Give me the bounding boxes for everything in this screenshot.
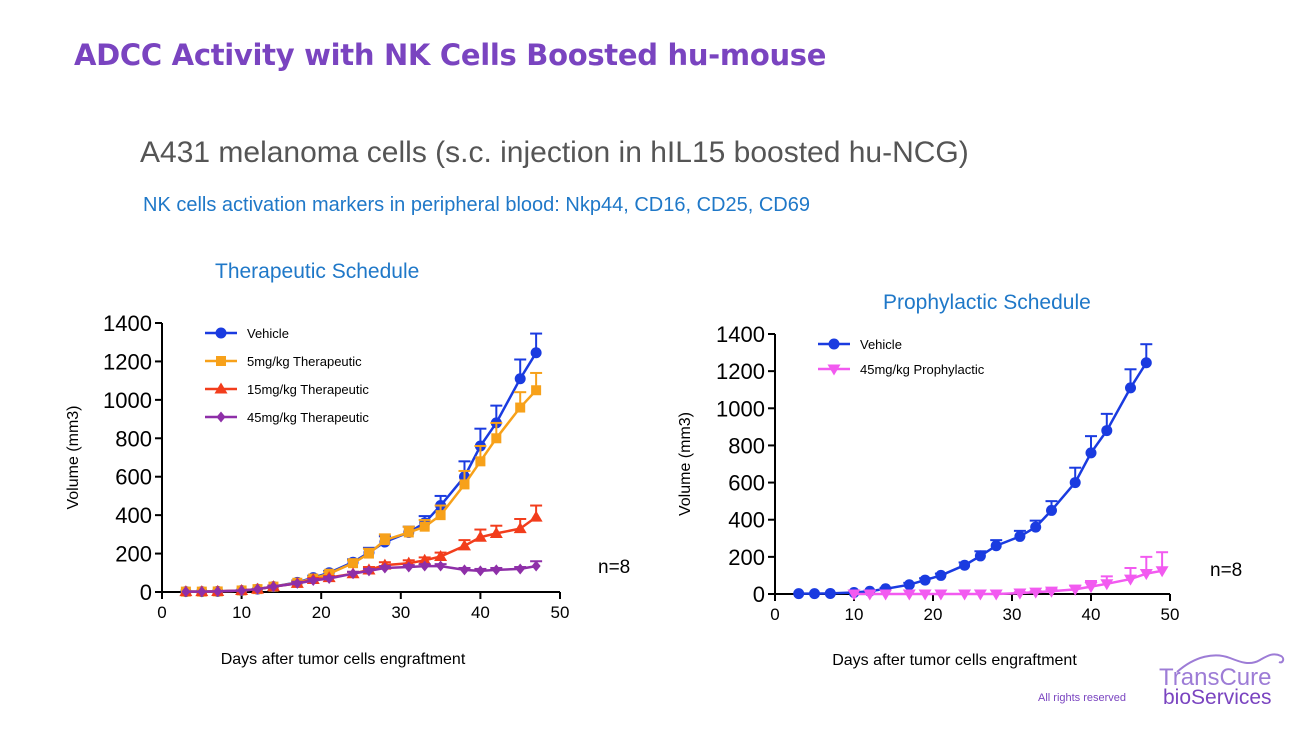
therapeutic-data-point xyxy=(181,586,191,598)
therapeutic-data-point xyxy=(292,577,302,589)
therapeutic-data-point xyxy=(324,573,334,585)
therapeutic-data-point xyxy=(491,564,501,576)
copyright-footer: All rights reserved xyxy=(1038,692,1127,704)
therapeutic-x-tick-label: 0 xyxy=(157,603,166,622)
therapeutic-legend-label: 15mg/kg Therapeutic xyxy=(247,382,369,397)
therapeutic-legend-label: Vehicle xyxy=(247,326,289,341)
therapeutic-y-tick-label: 400 xyxy=(115,503,152,528)
therapeutic-y-axis-label: Volume (mm3) xyxy=(65,405,82,509)
therapeutic-data-point xyxy=(348,568,358,580)
therapeutic-data-point xyxy=(515,563,525,575)
therapeutic-data-point xyxy=(418,553,432,565)
therapeutic-data-point xyxy=(475,456,486,467)
therapeutic-data-point xyxy=(419,521,430,532)
therapeutic-data-point xyxy=(514,373,526,385)
logo-swoosh-icon xyxy=(1176,653,1285,673)
therapeutic-data-point xyxy=(420,560,430,572)
therapeutic-data-point xyxy=(403,527,414,538)
therapeutic-series-3 xyxy=(181,560,543,598)
therapeutic-x-tick-label: 10 xyxy=(232,603,251,622)
therapeutic-x-tick-label: 50 xyxy=(551,603,570,622)
therapeutic-x-tick-label: 40 xyxy=(471,603,490,622)
therapeutic-y-tick-label: 200 xyxy=(115,542,152,567)
therapeutic-data-point xyxy=(308,574,318,586)
therapeutic-data-point xyxy=(404,561,414,573)
therapeutic-y-tick-label: 1000 xyxy=(103,388,152,413)
therapeutic-data-point xyxy=(529,510,543,522)
therapeutic-data-point xyxy=(253,583,263,595)
therapeutic-n-annotation: n=8 xyxy=(598,557,630,578)
therapeutic-data-point xyxy=(491,433,502,444)
therapeutic-data-point xyxy=(531,560,541,572)
therapeutic-data-point xyxy=(379,535,390,546)
therapeutic-legend-marker xyxy=(214,382,228,394)
therapeutic-data-point xyxy=(197,586,207,598)
therapeutic-legend-marker xyxy=(216,411,226,423)
therapeutic-data-point xyxy=(363,548,374,559)
therapeutic-y-tick-label: 1400 xyxy=(103,311,152,336)
therapeutic-data-point xyxy=(530,347,542,359)
logo-line1: TransCure xyxy=(1159,664,1272,691)
activation-markers-text: NK cells activation markers in periphera… xyxy=(143,194,810,216)
therapeutic-data-point xyxy=(473,530,487,542)
therapeutic-legend-label: 45mg/kg Therapeutic xyxy=(247,410,369,425)
therapeutic-series-1 xyxy=(180,371,543,597)
therapeutic-data-point xyxy=(268,581,278,593)
therapeutic-data-point xyxy=(475,565,485,577)
therapeutic-y-tick-label: 800 xyxy=(115,426,152,451)
therapeutic-legend-marker xyxy=(215,327,227,339)
therapeutic-y-tick-label: 1200 xyxy=(103,349,152,374)
logo-line2: bioServices xyxy=(1163,686,1272,709)
therapeutic-x-tick-label: 30 xyxy=(391,603,410,622)
therapeutic-data-point xyxy=(380,562,390,574)
therapeutic-data-point xyxy=(364,565,374,577)
therapeutic-data-point xyxy=(459,479,470,490)
therapeutic-data-point xyxy=(436,560,446,572)
therapeutic-y-tick-label: 0 xyxy=(140,580,152,605)
therapeutic-data-point xyxy=(348,558,359,569)
therapeutic-series-2 xyxy=(179,504,543,597)
slide-subtitle: A431 melanoma cells (s.c. injection in h… xyxy=(140,136,969,169)
therapeutic-chart-title: Therapeutic Schedule xyxy=(215,260,420,283)
company-logo: TransCure bioServices xyxy=(1155,650,1295,710)
prophylactic-chart-title: Prophylactic Schedule xyxy=(883,291,1091,314)
therapeutic-data-point xyxy=(213,585,223,597)
slide-title: ADCC Activity with NK Cells Boosted hu-m… xyxy=(74,38,827,72)
therapeutic-data-point xyxy=(459,564,469,576)
therapeutic-data-point xyxy=(237,584,247,596)
therapeutic-y-tick-label: 600 xyxy=(115,465,152,490)
therapeutic-legend-marker xyxy=(216,356,226,366)
therapeutic-data-point xyxy=(457,539,471,551)
therapeutic-x-tick-label: 20 xyxy=(312,603,331,622)
therapeutic-data-point xyxy=(531,385,542,396)
therapeutic-series-line xyxy=(185,516,537,593)
therapeutic-data-point xyxy=(435,510,446,521)
therapeutic-data-point xyxy=(515,402,526,413)
therapeutic-legend-label: 5mg/kg Therapeutic xyxy=(247,354,362,369)
therapeutic-data-point xyxy=(513,522,527,534)
therapeutic-x-axis-label: Days after tumor cells engraftment xyxy=(221,651,466,668)
therapeutic-data-point xyxy=(434,549,448,562)
therapeutic-data-point xyxy=(489,526,503,538)
